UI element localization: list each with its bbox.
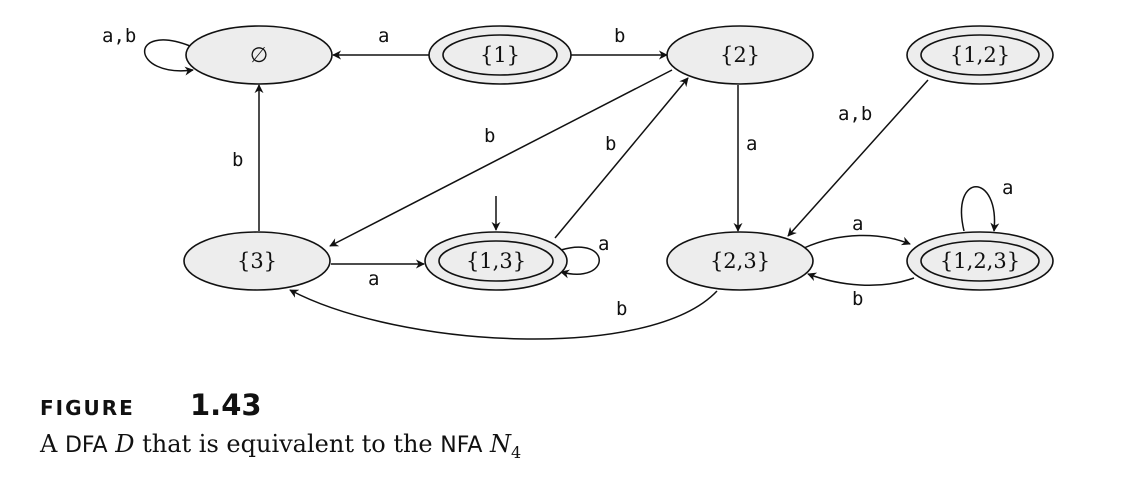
label-s1-to-s2: b (614, 25, 625, 47)
state-s123-label: {1,2,3} (940, 249, 1020, 273)
edge-s123-to-s23 (807, 272, 915, 286)
label-s3-to-empty: b (232, 149, 243, 171)
label-s2-to-s23: a (746, 133, 757, 155)
state-empty: ∅ (185, 25, 333, 85)
state-s12-label: {1,2} (950, 43, 1010, 67)
state-s12: {1,2} (906, 25, 1054, 85)
state-s1: {1} (428, 25, 572, 85)
state-s123: {1,2,3} (906, 231, 1054, 291)
caption-nfa-name: N (490, 430, 512, 458)
edge-s12-to-s23 (787, 79, 929, 237)
label-s3-to-s13: a (368, 268, 379, 290)
edge-empty-self-loop (143, 39, 194, 76)
figure-label: FIGURE (40, 396, 135, 420)
edge-s123-self-loop (960, 186, 1000, 232)
caption-prefix: A (40, 430, 65, 458)
figure-caption: A DFA D that is equivalent to the NFA N4 (40, 430, 521, 462)
edge-s23-to-s3 (289, 289, 718, 340)
dfa-diagram: ∅ {1} {2} {1,2} {3} {1,3} {2,3} {1,2,3} … (102, 25, 1054, 340)
state-s23: {2,3} (666, 231, 814, 291)
label-s12-to-s23: a,b (838, 103, 872, 125)
state-s13-label: {1,3} (466, 249, 526, 273)
figure-number: 1.43 (190, 388, 262, 422)
caption-dfa-abbr: DFA (64, 433, 108, 458)
state-s3-label: {3} (237, 249, 277, 273)
label-s123-self: a (1002, 177, 1013, 199)
edge-s2-to-s3 (329, 69, 673, 247)
caption-nfa-subscript: 4 (511, 442, 522, 462)
label-s123-to-s23: b (852, 288, 863, 310)
caption-dfa-name: D (115, 430, 135, 458)
state-s3: {3} (183, 231, 331, 291)
state-s1-label: {1} (480, 43, 520, 67)
label-s23-to-s3: b (616, 298, 627, 320)
label-empty-self: a,b (102, 25, 136, 47)
label-s2-to-s3: b (484, 125, 495, 147)
state-s13: {1,3} (424, 231, 568, 291)
caption-nfa-abbr: NFA (440, 433, 483, 458)
label-s13-self: a (598, 233, 609, 255)
edge-s23-to-s123 (803, 234, 911, 249)
caption-middle: that is equivalent to the (134, 430, 441, 458)
state-s23-label: {2,3} (710, 249, 770, 273)
label-s1-to-empty: a (378, 25, 389, 47)
edge-s13-to-s2 (554, 77, 689, 239)
state-s2-label: {2} (720, 43, 760, 67)
label-s13-to-s2: b (605, 133, 616, 155)
state-s2: {2} (666, 25, 814, 85)
state-empty-label: ∅ (250, 43, 268, 67)
edge-s13-self-loop (560, 246, 600, 279)
label-s23-to-s123: a (852, 213, 863, 235)
